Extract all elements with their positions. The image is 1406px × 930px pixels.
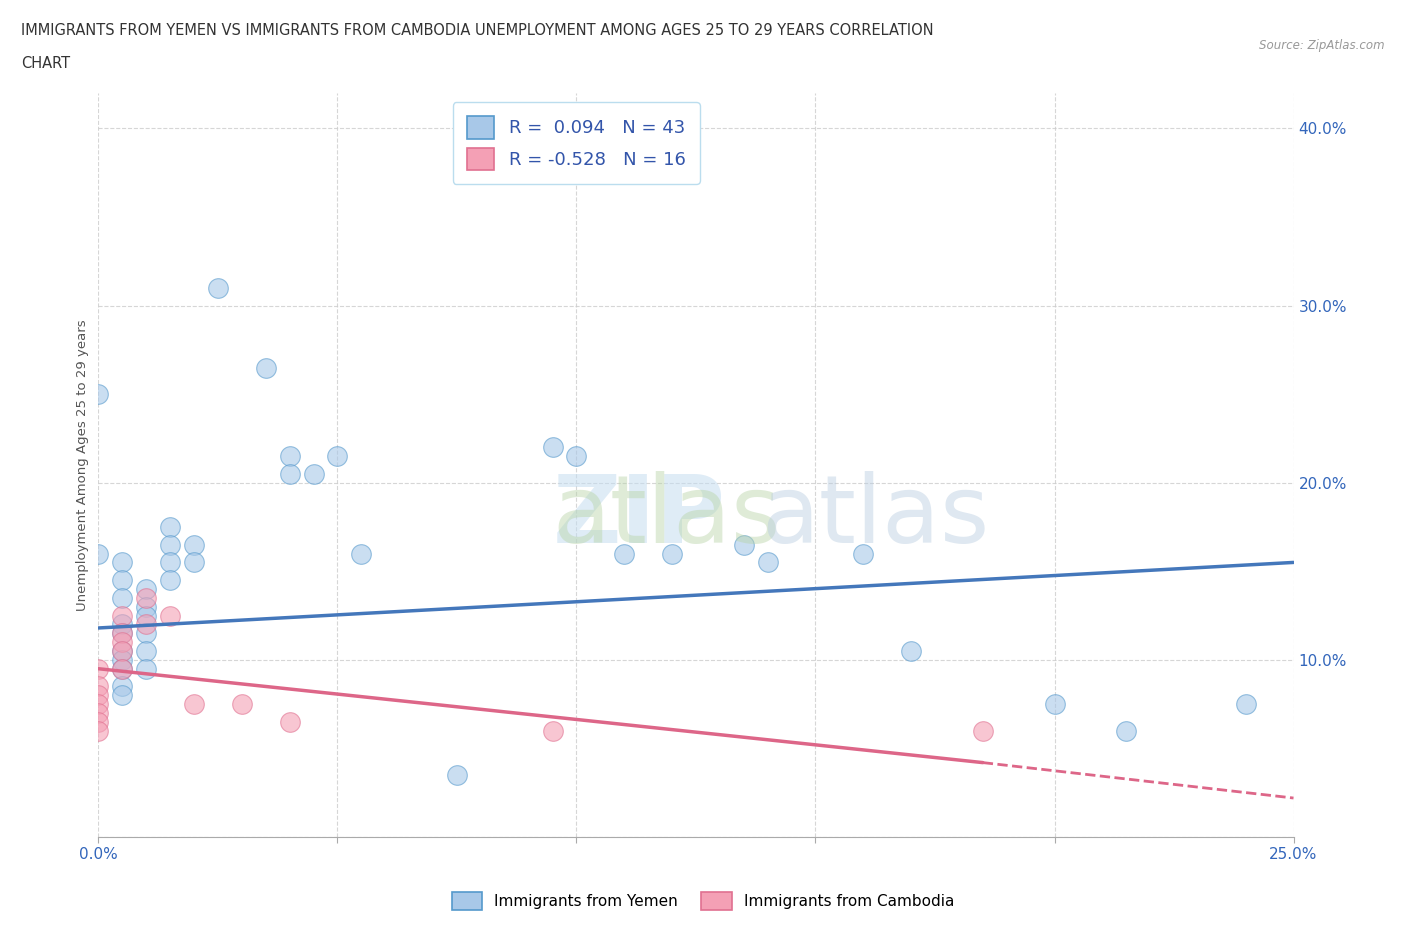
Text: IMMIGRANTS FROM YEMEN VS IMMIGRANTS FROM CAMBODIA UNEMPLOYMENT AMONG AGES 25 TO : IMMIGRANTS FROM YEMEN VS IMMIGRANTS FROM… bbox=[21, 23, 934, 38]
Text: ZIP: ZIP bbox=[553, 472, 725, 563]
Point bbox=[183, 555, 205, 570]
Point bbox=[135, 617, 157, 631]
Point bbox=[135, 608, 157, 623]
Point bbox=[111, 634, 134, 649]
Point bbox=[159, 538, 181, 552]
Point bbox=[613, 546, 636, 561]
Point bbox=[565, 448, 588, 463]
Point bbox=[1043, 697, 1066, 711]
Point bbox=[111, 555, 134, 570]
Point bbox=[111, 608, 134, 623]
Point bbox=[254, 360, 277, 375]
Point bbox=[661, 546, 683, 561]
Text: atlas: atlas bbox=[762, 472, 990, 563]
Point bbox=[87, 661, 110, 676]
Point bbox=[183, 538, 205, 552]
Point bbox=[541, 724, 564, 738]
Text: Source: ZipAtlas.com: Source: ZipAtlas.com bbox=[1260, 39, 1385, 52]
Point bbox=[87, 679, 110, 694]
Text: CHART: CHART bbox=[21, 56, 70, 71]
Point bbox=[111, 591, 134, 605]
Point bbox=[87, 546, 110, 561]
Point bbox=[350, 546, 373, 561]
Point bbox=[231, 697, 253, 711]
Point bbox=[278, 467, 301, 482]
Point bbox=[183, 697, 205, 711]
Point bbox=[326, 448, 349, 463]
Point bbox=[207, 281, 229, 296]
Point bbox=[159, 520, 181, 535]
Point bbox=[87, 688, 110, 703]
Point bbox=[87, 387, 110, 402]
Point bbox=[111, 688, 134, 703]
Point bbox=[972, 724, 994, 738]
Point bbox=[135, 626, 157, 641]
Point bbox=[541, 440, 564, 455]
Point bbox=[111, 679, 134, 694]
Point bbox=[111, 644, 134, 658]
Point bbox=[135, 599, 157, 614]
Point bbox=[278, 714, 301, 729]
Point bbox=[446, 767, 468, 782]
Point bbox=[278, 448, 301, 463]
Point bbox=[87, 724, 110, 738]
Point bbox=[87, 697, 110, 711]
Legend: Immigrants from Yemen, Immigrants from Cambodia: Immigrants from Yemen, Immigrants from C… bbox=[444, 884, 962, 918]
Point bbox=[159, 555, 181, 570]
Point bbox=[1234, 697, 1257, 711]
Point bbox=[852, 546, 875, 561]
Point bbox=[756, 555, 779, 570]
Point bbox=[111, 617, 134, 631]
Point bbox=[111, 626, 134, 641]
Point bbox=[733, 538, 755, 552]
Point bbox=[111, 661, 134, 676]
Point bbox=[1115, 724, 1137, 738]
Point bbox=[111, 626, 134, 641]
Point bbox=[135, 591, 157, 605]
Point bbox=[111, 573, 134, 588]
Legend: R =  0.094   N = 43, R = -0.528   N = 16: R = 0.094 N = 43, R = -0.528 N = 16 bbox=[453, 102, 700, 184]
Point bbox=[135, 581, 157, 596]
Y-axis label: Unemployment Among Ages 25 to 29 years: Unemployment Among Ages 25 to 29 years bbox=[76, 319, 89, 611]
Point bbox=[111, 661, 134, 676]
Point bbox=[159, 573, 181, 588]
Point bbox=[159, 608, 181, 623]
Point bbox=[302, 467, 325, 482]
Point bbox=[87, 706, 110, 721]
Point bbox=[111, 644, 134, 658]
Point bbox=[135, 644, 157, 658]
Point bbox=[900, 644, 922, 658]
Point bbox=[111, 653, 134, 668]
Point bbox=[87, 714, 110, 729]
Point bbox=[135, 661, 157, 676]
Text: atlas: atlas bbox=[553, 472, 780, 563]
